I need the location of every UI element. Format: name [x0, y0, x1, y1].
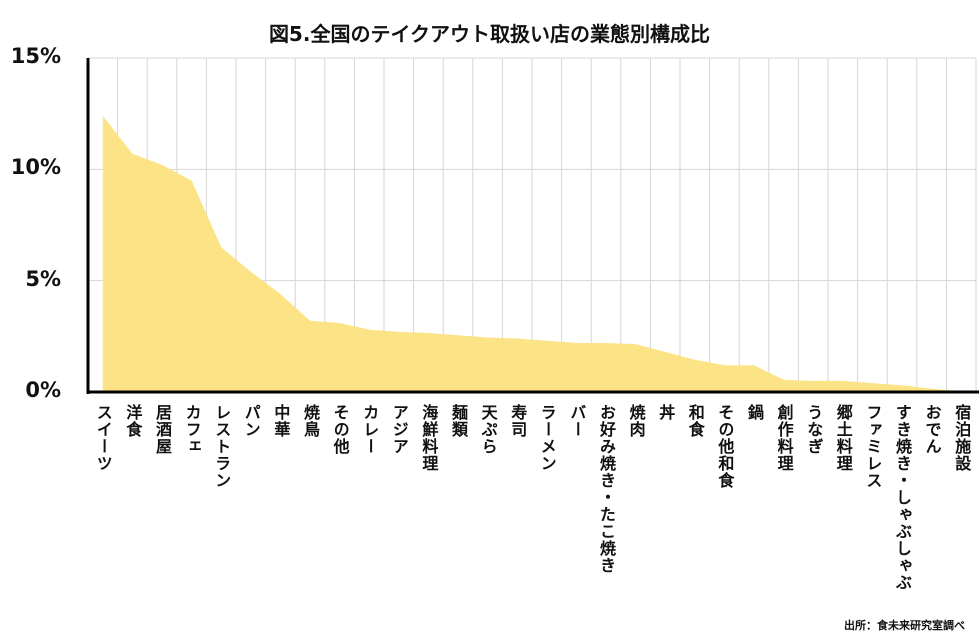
x-tick-label: カフェ: [182, 404, 202, 455]
x-tick-label: 創作料理: [774, 404, 794, 472]
y-tick-label: 15%: [10, 44, 61, 68]
x-tick-label: 居酒屋: [153, 404, 172, 455]
x-tick-label: 洋食: [123, 404, 143, 438]
x-tick-label: バー: [567, 404, 587, 438]
x-tick-label: パン: [241, 404, 261, 438]
x-tick-label: その他: [330, 404, 350, 455]
x-tick-label: レストラン: [212, 404, 232, 489]
x-tick-label: ラーメン: [537, 404, 557, 472]
x-tick-label: 天ぷら: [478, 404, 498, 455]
x-tick-label: 丼: [656, 404, 676, 421]
x-tick-label: 焼鳥: [301, 404, 320, 438]
x-tick-label: 和食: [685, 404, 705, 438]
x-tick-label: 海鮮料理: [419, 404, 439, 472]
x-tick-label: ファミレス: [863, 404, 883, 489]
x-tick-label: お好み焼き・たこ焼き: [597, 404, 616, 574]
x-tick-label: 宿泊施設: [952, 404, 972, 472]
x-tick-label: 鍋: [745, 404, 764, 421]
x-tick-label: 焼肉: [626, 404, 646, 438]
x-tick-label: おでん: [922, 404, 942, 455]
x-tick-label: アジア: [389, 404, 409, 455]
area-series: [102, 115, 962, 392]
x-tick-label: スイーツ: [93, 404, 113, 472]
chart-title: 図5.全国のテイクアウト取扱い店の業態別構成比: [268, 22, 711, 46]
y-tick-label: 10%: [10, 155, 61, 180]
x-tick-label: 中華: [271, 404, 291, 438]
x-tick-label: 寿司: [508, 404, 528, 438]
x-tick-label: 麺類: [449, 404, 468, 438]
x-tick-label: すき焼き・しゃぶしゃぶ: [893, 404, 912, 591]
x-tick-label: カレー: [360, 404, 380, 455]
x-tick-label: うなぎ: [804, 404, 824, 455]
x-tick-label: 郷土料理: [833, 404, 853, 472]
x-tick-label: その他和食: [715, 404, 735, 489]
y-tick-label: 0%: [25, 378, 61, 402]
source-note: 出所：食未来研究室調べ: [844, 619, 965, 632]
y-tick-label: 5%: [25, 266, 61, 291]
